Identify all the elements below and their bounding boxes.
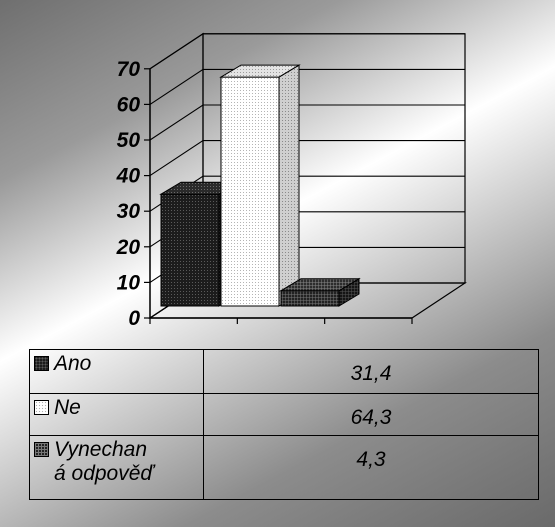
data-table: Ano 31,4 Ne 64,3 Vynechan á odpověď 4,3	[29, 349, 539, 500]
data-table-row: Vynechan á odpověď 4,3	[29, 435, 539, 500]
bar-3	[279, 277, 361, 307]
y-tick-label: 20	[116, 236, 141, 259]
y-tick-label: 40	[116, 165, 141, 188]
bar-side	[278, 64, 300, 307]
y-tick-label: 70	[117, 58, 141, 81]
bar-top	[279, 278, 361, 292]
bar-top	[219, 64, 301, 78]
value-cell: 64,3	[203, 393, 539, 436]
gridline	[149, 68, 465, 105]
bar-2	[219, 64, 301, 307]
legend-swatch	[34, 442, 49, 457]
category-cell: Ano	[29, 349, 204, 394]
category-label: Ne	[54, 396, 81, 419]
bars	[159, 64, 361, 307]
y-axis-ticks: 0 10 20 30 40 50 60 70	[116, 58, 413, 330]
value-cell: 31,4	[203, 349, 539, 394]
y-tick-label: 50	[117, 129, 141, 152]
bar-front	[160, 193, 220, 307]
category-label: á odpověď	[54, 462, 154, 485]
y-tick-label: 60	[117, 93, 141, 116]
legend-swatch	[34, 400, 49, 415]
bar-front	[220, 76, 280, 307]
value-cell: 4,3	[203, 435, 539, 500]
category-cell: Vynechan á odpověď	[29, 435, 204, 500]
category-label: Ano	[54, 352, 92, 375]
gridline	[149, 33, 465, 70]
data-table-row: Ano 31,4	[29, 349, 539, 394]
category-cell: Ne	[29, 393, 204, 436]
bar-front	[280, 290, 340, 307]
category-label: Vynechan	[54, 438, 148, 461]
gridline	[149, 140, 465, 177]
legend-swatch	[34, 356, 49, 371]
data-table-row: Ne 64,3	[29, 393, 539, 436]
y-tick-label: 0	[128, 307, 140, 330]
gridline	[149, 104, 465, 141]
y-tick-label: 10	[117, 271, 141, 294]
y-tick-label: 30	[117, 200, 141, 223]
